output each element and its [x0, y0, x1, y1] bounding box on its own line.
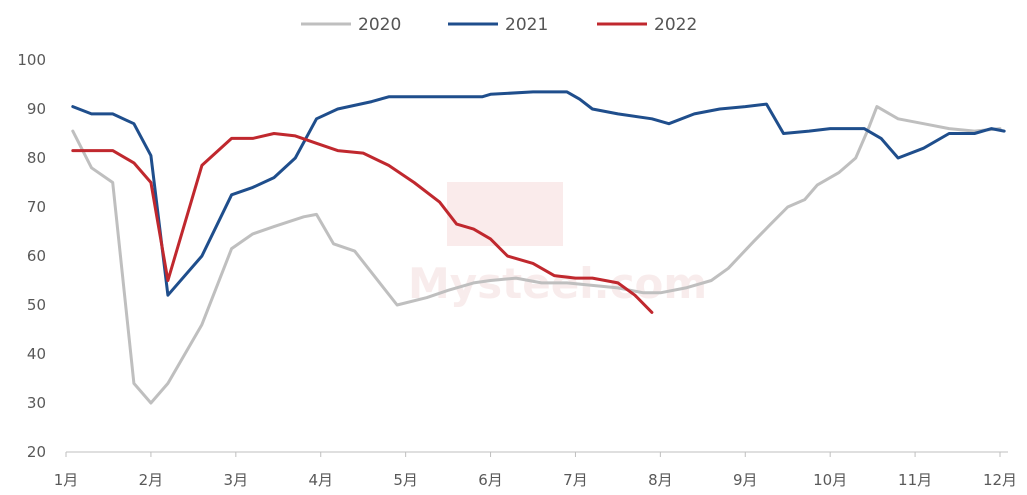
series-line-2020	[71, 105, 1002, 405]
watermark-logo-block	[447, 182, 563, 246]
y-tick-label: 100	[17, 51, 46, 69]
x-tick-label: 7月	[563, 471, 588, 489]
series-layer	[71, 90, 1006, 405]
y-tick-label: 50	[27, 296, 46, 314]
y-tick-label: 70	[27, 198, 46, 216]
x-tick-label: 4月	[308, 471, 333, 489]
y-tick-label: 20	[27, 443, 46, 461]
series-line-2021	[71, 90, 1006, 297]
y-tick-label: 40	[27, 345, 46, 363]
y-tick-label: 60	[27, 247, 46, 265]
x-tick-label: 11月	[898, 471, 932, 489]
x-tick-label: 3月	[224, 471, 249, 489]
y-tick-label: 90	[27, 100, 46, 118]
y-tick-label: 80	[27, 149, 46, 167]
x-tick-label: 8月	[648, 471, 673, 489]
x-tick-label: 2月	[139, 471, 164, 489]
x-tick-label: 10月	[813, 471, 847, 489]
x-tick-label: 12月	[983, 471, 1017, 489]
x-tick-label: 6月	[478, 471, 503, 489]
x-tick-label: 5月	[393, 471, 418, 489]
legend-label-2020: 2020	[358, 15, 401, 35]
legend-label-2022: 2022	[654, 15, 697, 35]
legend-label-2021: 2021	[505, 15, 548, 35]
y-tick-label: 30	[27, 394, 46, 412]
chart-legend: 2020 2021 2022	[301, 15, 697, 35]
x-tick-label: 1月	[54, 471, 79, 489]
x-tick-label: 9月	[733, 471, 758, 489]
chart-axes: 20 30 40 50 60 70 80 90 100 1月 2月 3月 4月 5月 6月 7月 8月 9月 10月…	[17, 51, 1017, 489]
series-line-2022	[71, 132, 654, 314]
